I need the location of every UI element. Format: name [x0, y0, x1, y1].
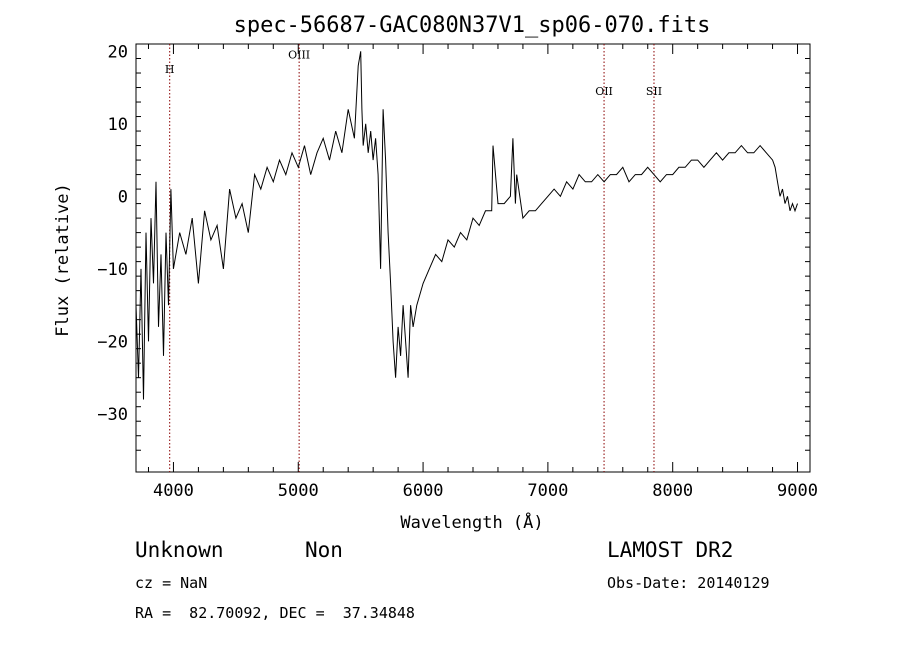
coordinates: RA = 82.70092, DEC = 37.34848 [135, 604, 415, 622]
y-axis-label: Flux (relative) [53, 183, 73, 337]
x-tick-label: 7000 [527, 481, 568, 501]
x-tick-label: 8000 [652, 481, 693, 501]
survey-name: LAMOST DR2 [607, 538, 734, 562]
emission-line-label: SII [646, 85, 662, 98]
plot-frame [135, 43, 811, 473]
x-tick-label: 4000 [153, 481, 194, 501]
emission-line-label: OIII [288, 49, 310, 62]
redshift-value: cz = NaN [135, 574, 208, 592]
observation-date: Obs-Date: 20140129 [607, 574, 770, 592]
emission-line-label: H [165, 63, 175, 76]
y-tick-label: 0 [118, 187, 128, 207]
emission-line-label: OII [595, 85, 613, 98]
spectral-subclass: Non [305, 538, 343, 562]
chart-title: spec-56687-GAC080N37V1_sp06-070.fits [234, 13, 711, 38]
x-tick-label: 6000 [403, 481, 444, 501]
x-tick-label: 9000 [777, 481, 818, 501]
spectrum-line [135, 51, 798, 400]
x-tick-label: 5000 [278, 481, 319, 501]
y-tick-label: 10 [108, 115, 128, 135]
y-tick-label: −10 [97, 260, 128, 280]
y-tick-label: −20 [97, 332, 128, 352]
plot-area: 4000 5000 6000 7000 8000 9000 −30 −20 −10 0 10 20 H O… [97, 42, 818, 501]
y-tick-label: −30 [97, 405, 128, 425]
y-tick-label: 20 [108, 42, 128, 62]
spectral-class: Unknown [135, 538, 224, 562]
x-axis-label: Wavelength (Å) [400, 511, 543, 533]
